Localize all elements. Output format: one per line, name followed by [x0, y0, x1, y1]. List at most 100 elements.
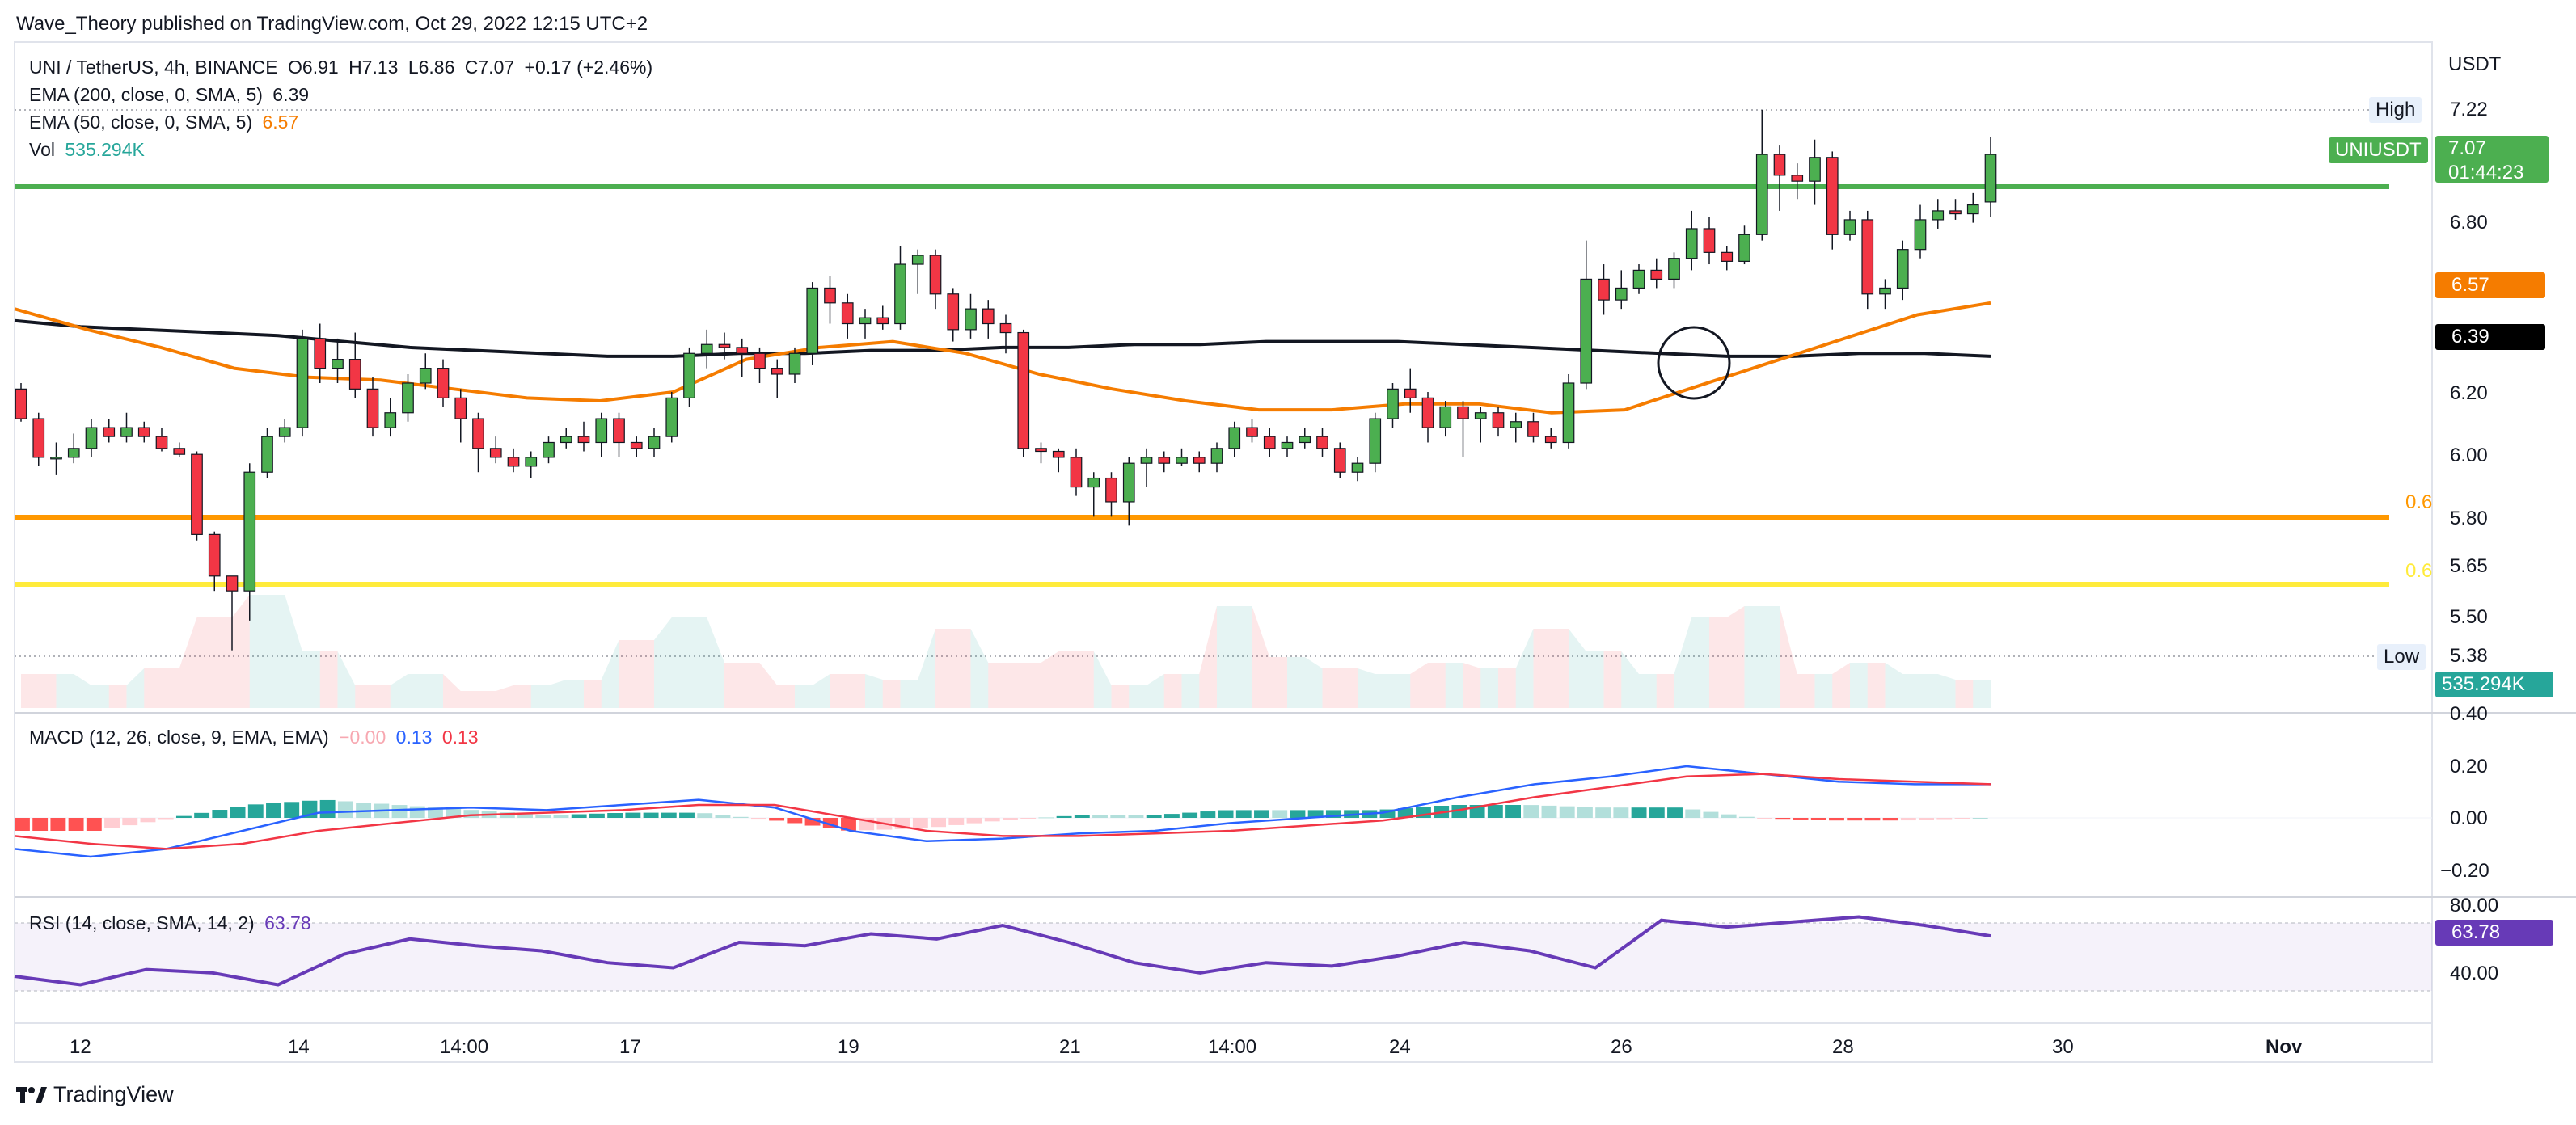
candle[interactable]	[1809, 139, 1821, 205]
candle[interactable]	[120, 412, 133, 443]
candle[interactable]	[348, 332, 361, 398]
candle[interactable]	[437, 359, 450, 407]
candle[interactable]	[208, 531, 221, 592]
candle[interactable]	[788, 347, 801, 383]
candle[interactable]	[384, 398, 397, 437]
candle[interactable]	[261, 428, 273, 478]
rsi-legend[interactable]: RSI (14, close, SMA, 14, 2) 63.78	[29, 912, 316, 934]
candle[interactable]	[613, 412, 625, 457]
volume-legend[interactable]: Vol 535.294K	[29, 139, 150, 161]
candle[interactable]	[1615, 270, 1628, 310]
candle[interactable]	[1421, 392, 1434, 443]
candle[interactable]	[1879, 279, 1891, 310]
candle[interactable]	[1966, 192, 1979, 223]
candle[interactable]	[50, 442, 62, 475]
candle[interactable]	[577, 421, 590, 452]
candle[interactable]	[1122, 457, 1135, 526]
candle[interactable]	[1246, 419, 1258, 443]
candle[interactable]	[1439, 401, 1452, 437]
candle[interactable]	[911, 249, 924, 294]
candle[interactable]	[630, 436, 643, 457]
candle[interactable]	[806, 282, 819, 365]
candle[interactable]	[332, 338, 344, 383]
candle[interactable]	[1492, 407, 1505, 437]
candle[interactable]	[1070, 448, 1083, 496]
candle[interactable]	[999, 314, 1012, 354]
candle[interactable]	[1316, 428, 1328, 457]
candle[interactable]	[1228, 421, 1241, 457]
candle[interactable]	[454, 389, 467, 443]
macd-legend[interactable]: MACD (12, 26, close, 9, EMA, EMA) −0.00 …	[29, 727, 484, 748]
candle[interactable]	[718, 332, 731, 360]
candle[interactable]	[137, 421, 150, 443]
candle[interactable]	[1140, 448, 1153, 487]
candle[interactable]	[1598, 264, 1610, 315]
candle[interactable]	[1791, 163, 1804, 200]
candle[interactable]	[1299, 428, 1311, 449]
candle[interactable]	[1263, 428, 1276, 457]
candle[interactable]	[1527, 412, 1539, 443]
candle[interactable]	[1668, 252, 1680, 289]
candle[interactable]	[1052, 448, 1065, 473]
candle[interactable]	[1369, 412, 1382, 473]
candle[interactable]	[525, 451, 538, 478]
candle[interactable]	[859, 309, 872, 339]
candle[interactable]	[1351, 457, 1364, 482]
candle[interactable]	[278, 419, 291, 443]
candle[interactable]	[736, 338, 749, 377]
candle[interactable]	[1474, 407, 1487, 443]
candle[interactable]	[1685, 210, 1698, 271]
candle[interactable]	[366, 377, 379, 437]
ema50-legend[interactable]: EMA (50, close, 0, SMA, 5) 6.57	[29, 112, 303, 133]
candle[interactable]	[947, 288, 960, 342]
candle[interactable]	[1738, 225, 1750, 265]
candle[interactable]	[1914, 204, 1927, 259]
candle[interactable]	[1510, 412, 1522, 443]
candle[interactable]	[1896, 240, 1909, 301]
candle[interactable]	[595, 412, 608, 457]
candle[interactable]	[155, 428, 168, 452]
candle[interactable]	[982, 300, 995, 339]
candle[interactable]	[1755, 110, 1768, 241]
candle[interactable]	[929, 249, 942, 310]
candle[interactable]	[1580, 240, 1593, 390]
candle[interactable]	[226, 575, 239, 651]
candle[interactable]	[665, 392, 678, 443]
candle[interactable]	[754, 347, 766, 383]
candle[interactable]	[841, 293, 854, 339]
candle[interactable]	[1826, 151, 1839, 250]
candle[interactable]	[1158, 451, 1171, 473]
candle[interactable]	[1035, 442, 1047, 464]
candle[interactable]	[1544, 428, 1557, 449]
candle[interactable]	[683, 347, 695, 407]
candle[interactable]	[1087, 472, 1100, 517]
candle[interactable]	[191, 451, 203, 541]
candle[interactable]	[894, 246, 906, 330]
candle[interactable]	[1861, 210, 1874, 310]
candle[interactable]	[1176, 448, 1188, 466]
candle[interactable]	[1632, 264, 1645, 294]
candle[interactable]	[1333, 442, 1346, 478]
candle[interactable]	[1650, 258, 1663, 289]
candle[interactable]	[1105, 472, 1117, 517]
candle[interactable]	[560, 428, 572, 449]
candle[interactable]	[824, 276, 836, 324]
candle[interactable]	[296, 329, 309, 437]
candle[interactable]	[1457, 401, 1469, 457]
candle[interactable]	[1932, 199, 1945, 229]
candle[interactable]	[402, 373, 414, 422]
candle[interactable]	[771, 359, 783, 398]
candle[interactable]	[472, 412, 484, 473]
candle[interactable]	[1773, 145, 1786, 211]
candle[interactable]	[489, 436, 502, 464]
candle[interactable]	[32, 412, 45, 466]
candle[interactable]	[507, 448, 520, 473]
candle[interactable]	[876, 305, 889, 330]
candle[interactable]	[314, 323, 327, 383]
candle[interactable]	[1843, 210, 1856, 241]
candle[interactable]	[419, 353, 432, 390]
candle[interactable]	[1562, 373, 1575, 449]
candle[interactable]	[1193, 451, 1206, 473]
candle[interactable]	[67, 433, 80, 464]
candle[interactable]	[1017, 329, 1030, 457]
